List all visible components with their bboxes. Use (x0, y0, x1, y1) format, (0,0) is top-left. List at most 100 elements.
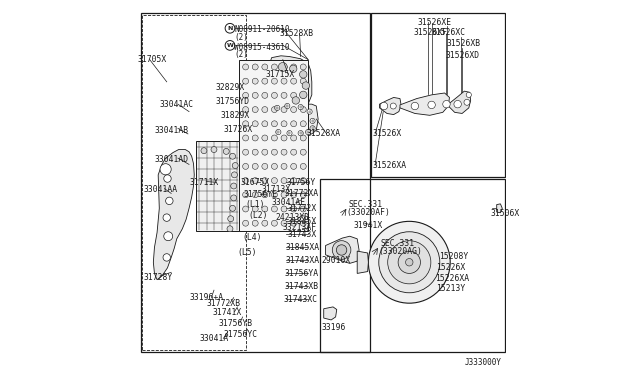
Circle shape (281, 192, 287, 198)
Circle shape (231, 183, 237, 189)
Circle shape (300, 92, 306, 98)
Text: 31528XA: 31528XA (307, 129, 341, 138)
Bar (142, 15, 246, 350)
Text: 31713X: 31713X (261, 185, 291, 194)
Text: 31526XE: 31526XE (417, 18, 452, 27)
Text: 15213Y: 15213Y (436, 284, 465, 293)
Circle shape (262, 220, 268, 226)
Text: W08915-43610: W08915-43610 (234, 43, 290, 52)
Circle shape (243, 92, 248, 98)
Circle shape (227, 226, 233, 232)
Circle shape (232, 172, 237, 178)
Circle shape (271, 135, 277, 141)
Circle shape (160, 164, 172, 175)
Circle shape (291, 64, 296, 70)
Text: 15226XA: 15226XA (435, 274, 468, 283)
Circle shape (262, 135, 268, 141)
Circle shape (287, 131, 292, 136)
Circle shape (252, 92, 258, 98)
Circle shape (262, 121, 268, 127)
Text: 31941X: 31941X (353, 221, 383, 230)
Circle shape (271, 92, 277, 98)
Text: 31675X: 31675X (240, 178, 269, 187)
Circle shape (300, 121, 306, 127)
Circle shape (291, 121, 296, 127)
Circle shape (252, 177, 258, 183)
Text: (2): (2) (234, 50, 248, 59)
Circle shape (300, 177, 306, 183)
Circle shape (252, 135, 258, 141)
Text: 33041A: 33041A (199, 334, 228, 343)
Circle shape (305, 129, 310, 135)
Text: (L1): (L1) (246, 200, 265, 209)
Circle shape (411, 102, 419, 110)
Circle shape (252, 107, 258, 113)
Circle shape (271, 192, 277, 198)
Circle shape (300, 64, 306, 70)
Text: N08911-20610: N08911-20610 (234, 25, 290, 34)
Polygon shape (154, 150, 195, 280)
Circle shape (262, 163, 268, 169)
Text: 31756YC: 31756YC (223, 330, 257, 339)
Text: 31526XF: 31526XF (413, 28, 448, 37)
Text: 31726X: 31726X (223, 125, 253, 134)
Text: 15208Y: 15208Y (439, 252, 468, 261)
Text: 32829X: 32829X (216, 83, 245, 92)
Circle shape (271, 78, 277, 84)
Circle shape (291, 107, 296, 113)
Text: 31756YB: 31756YB (219, 319, 253, 328)
Circle shape (291, 135, 296, 141)
Circle shape (243, 206, 248, 212)
Text: (L4): (L4) (242, 233, 261, 242)
Circle shape (262, 78, 268, 84)
Circle shape (291, 192, 296, 198)
Circle shape (271, 177, 277, 183)
Circle shape (300, 71, 307, 78)
Polygon shape (400, 93, 449, 115)
Text: 31743XB: 31743XB (285, 282, 319, 291)
Circle shape (252, 220, 258, 226)
Text: 31526X: 31526X (373, 129, 402, 138)
Text: 33196+A: 33196+A (189, 293, 223, 302)
Circle shape (369, 221, 450, 303)
Circle shape (300, 206, 306, 212)
Circle shape (291, 92, 296, 98)
Circle shape (243, 163, 248, 169)
Circle shape (262, 92, 268, 98)
Circle shape (243, 121, 248, 127)
Circle shape (243, 220, 248, 226)
Text: 31715X: 31715X (266, 70, 294, 79)
Bar (141, 13, 370, 352)
Circle shape (464, 99, 470, 105)
Circle shape (291, 78, 296, 84)
Circle shape (302, 82, 310, 89)
Circle shape (262, 64, 268, 70)
Circle shape (281, 78, 287, 84)
Polygon shape (326, 236, 359, 263)
Circle shape (281, 206, 287, 212)
Text: 33041AE: 33041AE (271, 198, 306, 207)
Circle shape (281, 64, 287, 70)
Circle shape (271, 220, 277, 226)
Circle shape (252, 64, 258, 70)
Circle shape (243, 78, 248, 84)
Circle shape (243, 135, 248, 141)
Circle shape (278, 62, 287, 71)
Circle shape (281, 163, 287, 169)
Text: 31772X: 31772X (287, 204, 317, 213)
Text: 31728Y: 31728Y (143, 273, 173, 282)
Text: 31743XC: 31743XC (284, 295, 317, 304)
Circle shape (252, 149, 258, 155)
Circle shape (166, 197, 173, 205)
Text: 31526XB: 31526XB (447, 39, 481, 48)
Circle shape (225, 41, 235, 50)
Circle shape (252, 206, 258, 212)
Circle shape (201, 148, 207, 154)
Circle shape (289, 65, 297, 73)
Text: 31845X: 31845X (287, 217, 317, 226)
Circle shape (310, 126, 315, 131)
Text: (L5): (L5) (237, 248, 257, 257)
Text: (33020AG): (33020AG) (379, 247, 422, 256)
Circle shape (276, 129, 281, 135)
Circle shape (380, 102, 388, 110)
